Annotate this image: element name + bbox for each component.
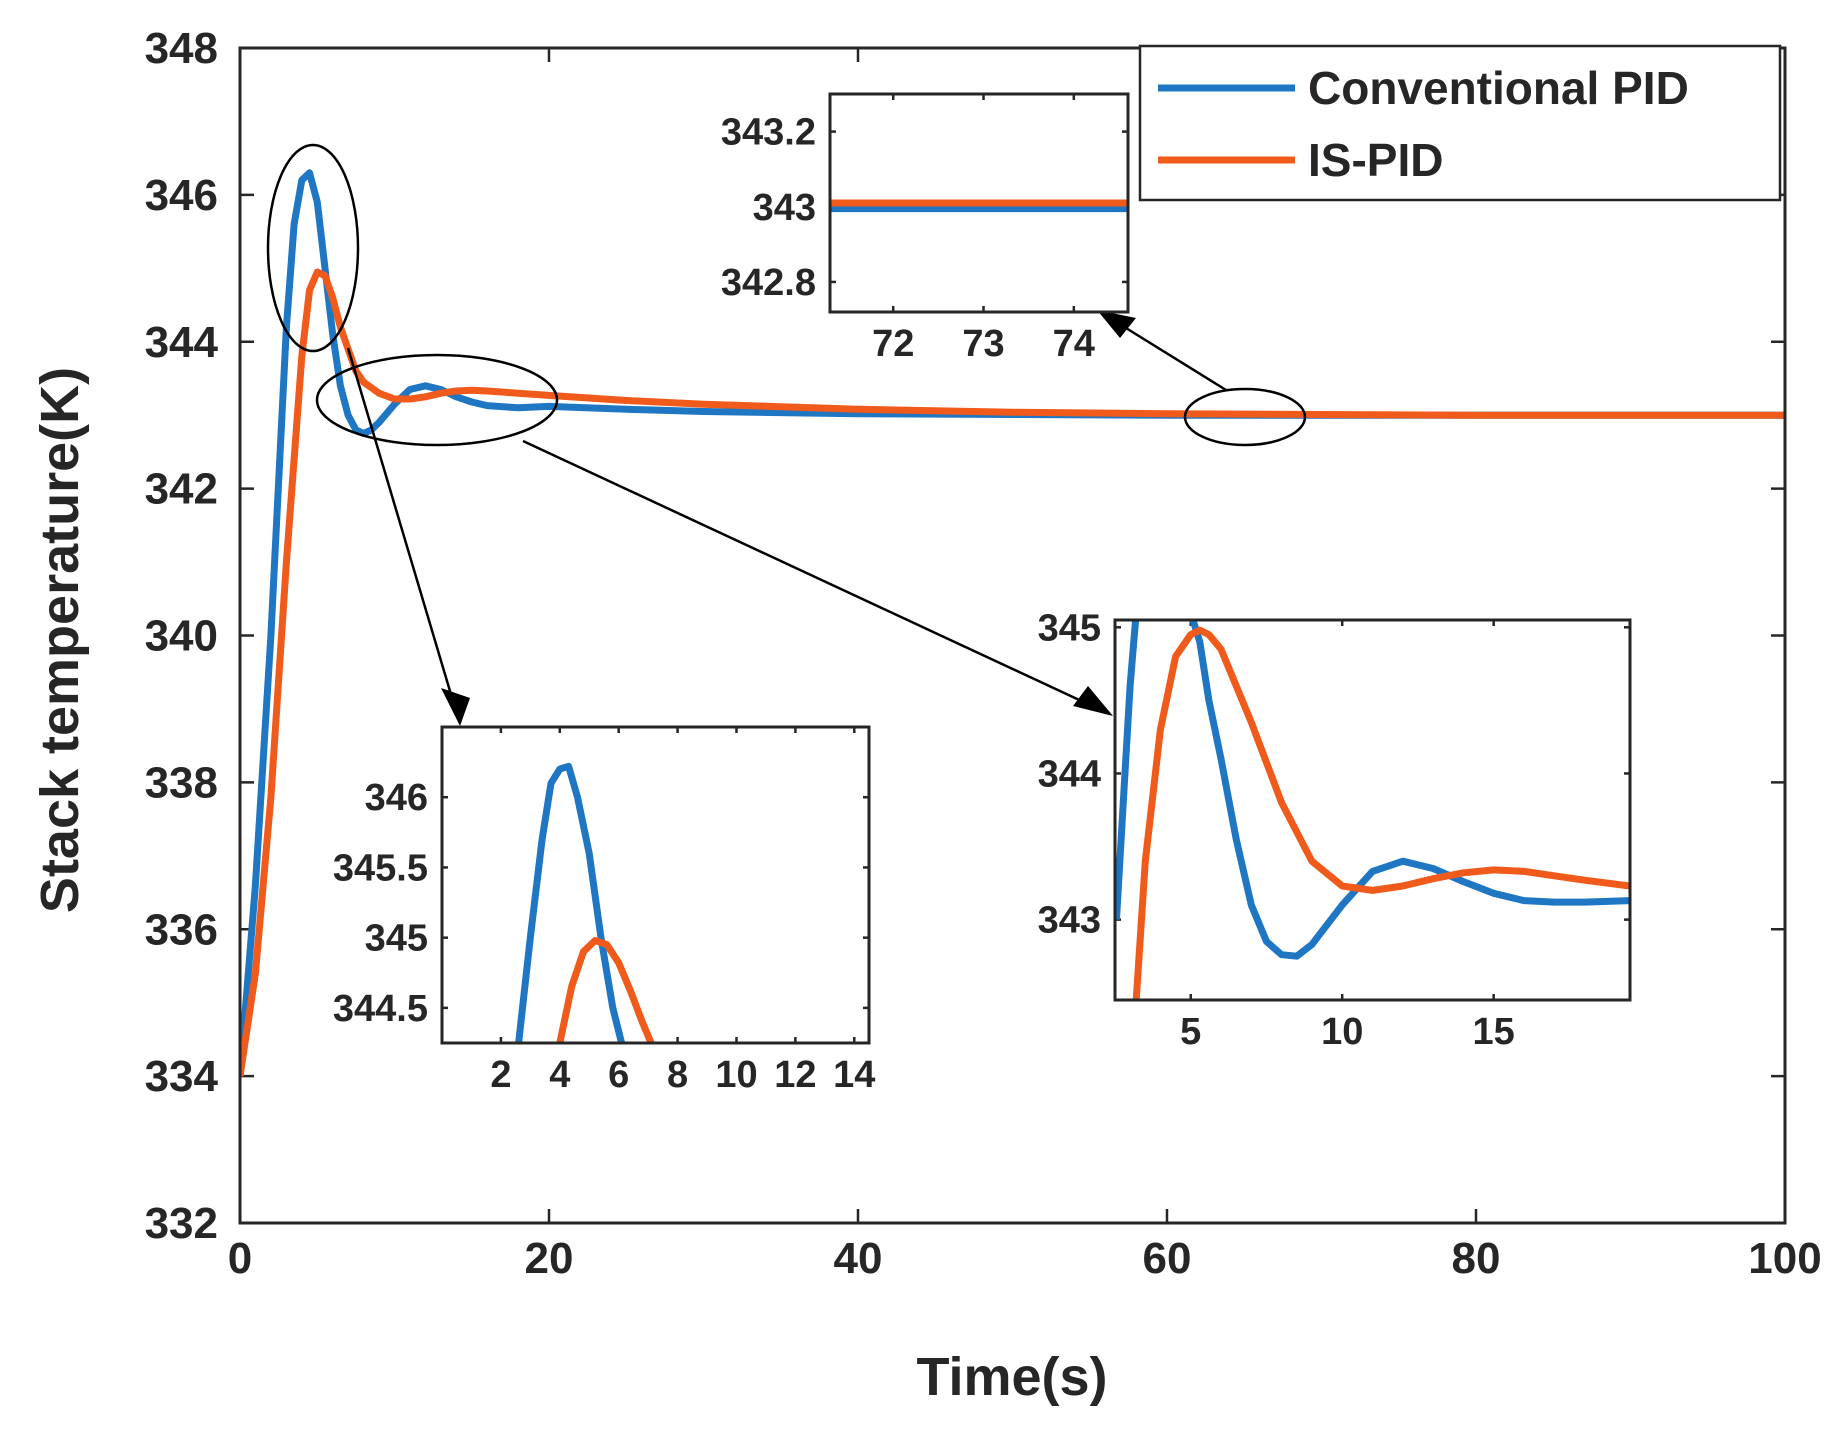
oscillation-callout-ellipse [315, 353, 559, 447]
inset-peak-background [442, 727, 869, 1043]
inset-steady-state: 72 73 74 342.8 343 343.2 [721, 92, 1130, 365]
main-xtick-label: 60 [1143, 1234, 1192, 1283]
main-ytick-label: 342 [145, 465, 218, 514]
inset-peak-series [515, 762, 655, 1043]
inset_steady-ytick-label: 342.8 [721, 262, 816, 304]
main-ytick-label: 340 [145, 612, 218, 661]
peak-callout-arrowhead [441, 688, 470, 726]
inset-oscillation-ticks: 5 10 15 343 344 345 [1038, 607, 1630, 1053]
inset_peak-xtick-label: 4 [549, 1054, 570, 1096]
main-ytick-label: 348 [145, 24, 218, 73]
legend: Conventional PID IS-PID [1138, 44, 1782, 202]
inset_oscillation-ytick-label: 343 [1038, 900, 1101, 942]
inset-steady-series [830, 199, 1128, 213]
inset_oscillation-ytick-label: 345 [1038, 607, 1101, 649]
inset_peak-xtick-label: 12 [774, 1054, 816, 1096]
inset_peak-xtick-label: 8 [667, 1054, 688, 1096]
inset-steady-frame [828, 92, 1130, 314]
inset_peak-ytick-label: 345.5 [333, 847, 428, 889]
inset_steady-xtick-label: 72 [872, 323, 914, 365]
main-xtick-label: 20 [525, 1234, 574, 1283]
inset-peak-ticks: 2 4 6 8 10 12 14 344.5 345 345.5 346 [333, 727, 875, 1096]
steady-state-callout-ellipse [1183, 387, 1307, 447]
inset_oscillation-xtick-label: 5 [1180, 1011, 1201, 1053]
legend-label-conventional-pid: Conventional PID [1308, 62, 1689, 114]
inset_oscillation-series-conventional-pid [1115, 620, 1630, 960]
inset_peak-ytick-label: 345 [365, 918, 428, 960]
main-ytick-label: 346 [145, 171, 218, 220]
inset_steady-ytick-label: 343 [753, 187, 816, 229]
inset_oscillation-ytick-label: 344 [1038, 753, 1101, 795]
inset_steady-ytick-label: 343.2 [721, 112, 816, 154]
inset_peak-ytick-label: 344.5 [333, 988, 428, 1030]
main-series [240, 169, 1785, 1077]
inset_oscillation-xtick-label: 15 [1473, 1011, 1515, 1053]
steady-callout-arrowhead [1097, 310, 1136, 338]
y-axis-title: Stack temperature(K) [30, 367, 90, 913]
inset-oscillation-series [1115, 620, 1630, 1000]
inset_peak-xtick-label: 2 [490, 1054, 511, 1096]
peak-callout-ellipse [266, 143, 360, 353]
x-axis-title: Time(s) [916, 1347, 1107, 1407]
inset_peak-xtick-label: 14 [833, 1054, 875, 1096]
main-ticks: 0 20 40 60 80 100 332 334 336 338 340 342 344 346 348 [145, 24, 1822, 1283]
inset_peak-xtick-label: 10 [715, 1054, 757, 1096]
main-xtick-label: 40 [834, 1234, 883, 1283]
main-ytick-label: 332 [145, 1199, 218, 1248]
peak-callout-arrow-line [346, 347, 460, 719]
main-ytick-label: 338 [145, 758, 218, 807]
inset_peak-xtick-label: 6 [608, 1054, 629, 1096]
inset-oscillation-frame [1113, 618, 1632, 1002]
legend-label-is-pid: IS-PID [1308, 134, 1443, 186]
oscillation-callout-arrow-line [522, 439, 1106, 714]
callouts [266, 143, 1307, 726]
main-xtick-label: 0 [228, 1234, 252, 1283]
inset_oscillation-xtick-label: 10 [1321, 1011, 1363, 1053]
inset_peak-series-conventional-pid [515, 762, 625, 1043]
inset_peak-ytick-label: 346 [365, 777, 428, 819]
main-xtick-label: 80 [1452, 1234, 1501, 1283]
main-axes: 0 20 40 60 80 100332334336338340342344346348 … [30, 24, 1822, 1407]
inset-peak-frame [440, 725, 871, 1045]
main-xtick-label: 100 [1748, 1234, 1821, 1283]
main-plot-frame [238, 46, 1787, 1225]
inset_steady-xtick-label: 74 [1053, 323, 1095, 365]
inset_peak-series-is-pid [556, 937, 655, 1043]
inset_oscillation-series-is-pid [1132, 626, 1630, 1000]
inset-peak: 2 4 6 8 10 12 14 344.5 345 345.5 346 [333, 725, 875, 1096]
main-ytick-label: 336 [145, 905, 218, 954]
oscillation-callout-arrowhead [1073, 686, 1113, 716]
inset-oscillation: 5 10 15 343 344 345 [1038, 607, 1632, 1053]
inset-oscillation-background [1115, 620, 1630, 1000]
main-series-is-pid [240, 268, 1785, 1077]
inset_steady-xtick-label: 73 [962, 323, 1004, 365]
main-ytick-label: 334 [145, 1052, 219, 1101]
main-ytick-label: 344 [145, 318, 219, 367]
legend-box [1138, 44, 1782, 202]
inset-steady-ticks: 72 73 74 342.8 343 343.2 [721, 94, 1128, 365]
